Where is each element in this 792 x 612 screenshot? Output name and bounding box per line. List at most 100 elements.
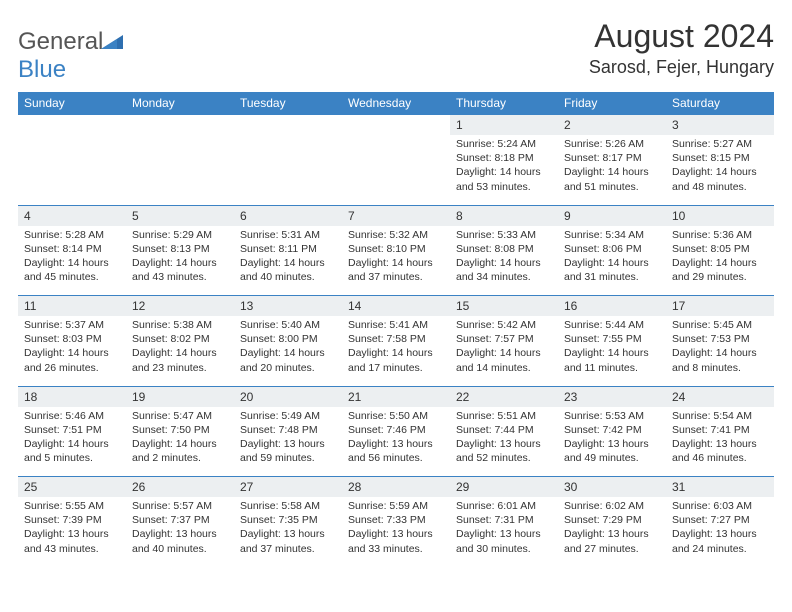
sunrise-text: Sunrise: 5:50 AM	[348, 410, 428, 422]
day-number-cell: 3	[666, 115, 774, 136]
day-number-cell: 22	[450, 386, 558, 407]
day-number-cell: 9	[558, 205, 666, 226]
day-number-cell: 6	[234, 205, 342, 226]
daylight-text: Daylight: 14 hours and 43 minutes.	[132, 257, 217, 283]
sunrise-text: Sunrise: 5:58 AM	[240, 500, 320, 512]
day-number-row: 18192021222324	[18, 386, 774, 407]
sunset-text: Sunset: 8:10 PM	[348, 243, 426, 255]
day-detail-cell: Sunrise: 5:40 AMSunset: 8:00 PMDaylight:…	[234, 316, 342, 386]
day-detail-cell: Sunrise: 6:01 AMSunset: 7:31 PMDaylight:…	[450, 497, 558, 567]
sunset-text: Sunset: 7:53 PM	[672, 333, 750, 345]
day-number-cell: 25	[18, 477, 126, 498]
daylight-text: Daylight: 13 hours and 30 minutes.	[456, 528, 541, 554]
location-subtitle: Sarosd, Fejer, Hungary	[589, 57, 774, 78]
sunset-text: Sunset: 7:51 PM	[24, 424, 102, 436]
sunrise-text: Sunrise: 5:51 AM	[456, 410, 536, 422]
daylight-text: Daylight: 14 hours and 2 minutes.	[132, 438, 217, 464]
daylight-text: Daylight: 14 hours and 53 minutes.	[456, 166, 541, 192]
sunset-text: Sunset: 7:33 PM	[348, 514, 426, 526]
day-detail-cell: Sunrise: 5:34 AMSunset: 8:06 PMDaylight:…	[558, 226, 666, 296]
daylight-text: Daylight: 13 hours and 37 minutes.	[240, 528, 325, 554]
month-title: August 2024	[589, 18, 774, 55]
sunrise-text: Sunrise: 6:02 AM	[564, 500, 644, 512]
sunset-text: Sunset: 7:58 PM	[348, 333, 426, 345]
sunrise-text: Sunrise: 5:45 AM	[672, 319, 752, 331]
daylight-text: Daylight: 14 hours and 37 minutes.	[348, 257, 433, 283]
daylight-text: Daylight: 14 hours and 20 minutes.	[240, 347, 325, 373]
day-detail-cell: Sunrise: 5:53 AMSunset: 7:42 PMDaylight:…	[558, 407, 666, 477]
day-detail-cell: Sunrise: 5:28 AMSunset: 8:14 PMDaylight:…	[18, 226, 126, 296]
day-number-cell: 12	[126, 296, 234, 317]
sunset-text: Sunset: 7:50 PM	[132, 424, 210, 436]
day-number-cell: 29	[450, 477, 558, 498]
weekday-header-cell: Sunday	[18, 92, 126, 115]
day-detail-cell: Sunrise: 5:58 AMSunset: 7:35 PMDaylight:…	[234, 497, 342, 567]
day-detail-cell	[126, 135, 234, 205]
sunrise-text: Sunrise: 5:28 AM	[24, 229, 104, 241]
sunset-text: Sunset: 7:39 PM	[24, 514, 102, 526]
day-detail-cell: Sunrise: 5:33 AMSunset: 8:08 PMDaylight:…	[450, 226, 558, 296]
day-number-row: 45678910	[18, 205, 774, 226]
logo-word2: Blue	[18, 56, 66, 83]
day-detail-row: Sunrise: 5:24 AM Sunset: 8:18 PM Daylight:…	[18, 135, 774, 205]
day-detail-row: Sunrise: 5:28 AMSunset: 8:14 PMDaylight:…	[18, 226, 774, 296]
day-detail-cell: Sunrise: 5:38 AM Sunset: 8:02 PM Daylight:…	[126, 316, 234, 386]
day-number-cell: 15	[450, 296, 558, 317]
weekday-header-cell: Wednesday	[342, 92, 450, 115]
daylight-text: Daylight: 13 hours and 56 minutes.	[348, 438, 433, 464]
day-number-cell: 28	[342, 477, 450, 498]
day-detail-cell: Sunrise: 5:29 AMSunset: 8:13 PMDaylight:…	[126, 226, 234, 296]
title-block: August 2024 Sarosd, Fejer, Hungary	[589, 18, 774, 78]
sunrise-text: Sunrise: 5:31 AM	[240, 229, 320, 241]
sunset-text: Sunset: 7:29 PM	[564, 514, 642, 526]
sunset-text: Sunset: 7:41 PM	[672, 424, 750, 436]
sunrise-text: Sunrise: 5:27 AM	[672, 138, 752, 150]
weekday-header-row: SundayMondayTuesdayWednesdayThursdayFrid…	[18, 92, 774, 115]
day-number-cell: 21	[342, 386, 450, 407]
day-number-cell	[126, 115, 234, 136]
day-number-cell: 13	[234, 296, 342, 317]
day-number-cell	[18, 115, 126, 136]
daylight-text: Daylight: 14 hours and 40 minutes.	[240, 257, 325, 283]
daylight-text: Daylight: 13 hours and 27 minutes.	[564, 528, 649, 554]
sunset-text: Sunset: 7:48 PM	[240, 424, 318, 436]
daylight-text: Daylight: 14 hours and 8 minutes.	[672, 347, 757, 373]
logo-triangle-icon	[101, 28, 123, 56]
sunset-text: Sunset: 8:18 PM	[456, 152, 534, 164]
sunset-text: Sunset: 8:02 PM	[132, 333, 210, 345]
sunrise-text: Sunrise: 5:24 AM	[456, 138, 536, 150]
day-number-cell: 5	[126, 205, 234, 226]
daylight-text: Daylight: 14 hours and 11 minutes.	[564, 347, 649, 373]
day-detail-cell: Sunrise: 5:46 AMSunset: 7:51 PMDaylight:…	[18, 407, 126, 477]
day-number-row: 11121314151617	[18, 296, 774, 317]
day-number-cell: 20	[234, 386, 342, 407]
sunrise-text: Sunrise: 5:44 AM	[564, 319, 644, 331]
day-number-cell: 26	[126, 477, 234, 498]
daylight-text: Daylight: 14 hours and 23 minutes.	[132, 347, 217, 373]
sunset-text: Sunset: 8:11 PM	[240, 243, 317, 255]
daylight-text: Daylight: 13 hours and 59 minutes.	[240, 438, 325, 464]
sunrise-text: Sunrise: 5:42 AM	[456, 319, 536, 331]
day-number-cell: 2	[558, 115, 666, 136]
day-detail-cell: Sunrise: 5:42 AMSunset: 7:57 PMDaylight:…	[450, 316, 558, 386]
daylight-text: Daylight: 14 hours and 48 minutes.	[672, 166, 757, 192]
day-number-cell	[234, 115, 342, 136]
day-detail-cell: Sunrise: 5:41 AMSunset: 7:58 PMDaylight:…	[342, 316, 450, 386]
daylight-text: Daylight: 14 hours and 31 minutes.	[564, 257, 649, 283]
sunrise-text: Sunrise: 5:38 AM	[132, 319, 212, 331]
weekday-header-cell: Monday	[126, 92, 234, 115]
sunrise-text: Sunrise: 5:57 AM	[132, 500, 212, 512]
day-detail-cell: Sunrise: 5:26 AMSunset: 8:17 PMDaylight:…	[558, 135, 666, 205]
sunset-text: Sunset: 7:27 PM	[672, 514, 750, 526]
daylight-text: Daylight: 14 hours and 51 minutes.	[564, 166, 649, 192]
day-detail-cell: Sunrise: 5:31 AM Sunset: 8:11 PM Daylight:…	[234, 226, 342, 296]
day-detail-cell: Sunrise: 5:50 AMSunset: 7:46 PMDaylight:…	[342, 407, 450, 477]
day-detail-cell	[234, 135, 342, 205]
day-number-cell: 14	[342, 296, 450, 317]
logo-word1: General	[18, 28, 103, 55]
day-detail-cell: Sunrise: 5:55 AMSunset: 7:39 PMDaylight:…	[18, 497, 126, 567]
daylight-text: Daylight: 13 hours and 49 minutes.	[564, 438, 649, 464]
daylight-text: Daylight: 14 hours and 26 minutes.	[24, 347, 109, 373]
sunrise-text: Sunrise: 5:32 AM	[348, 229, 428, 241]
sunset-text: Sunset: 7:55 PM	[564, 333, 642, 345]
